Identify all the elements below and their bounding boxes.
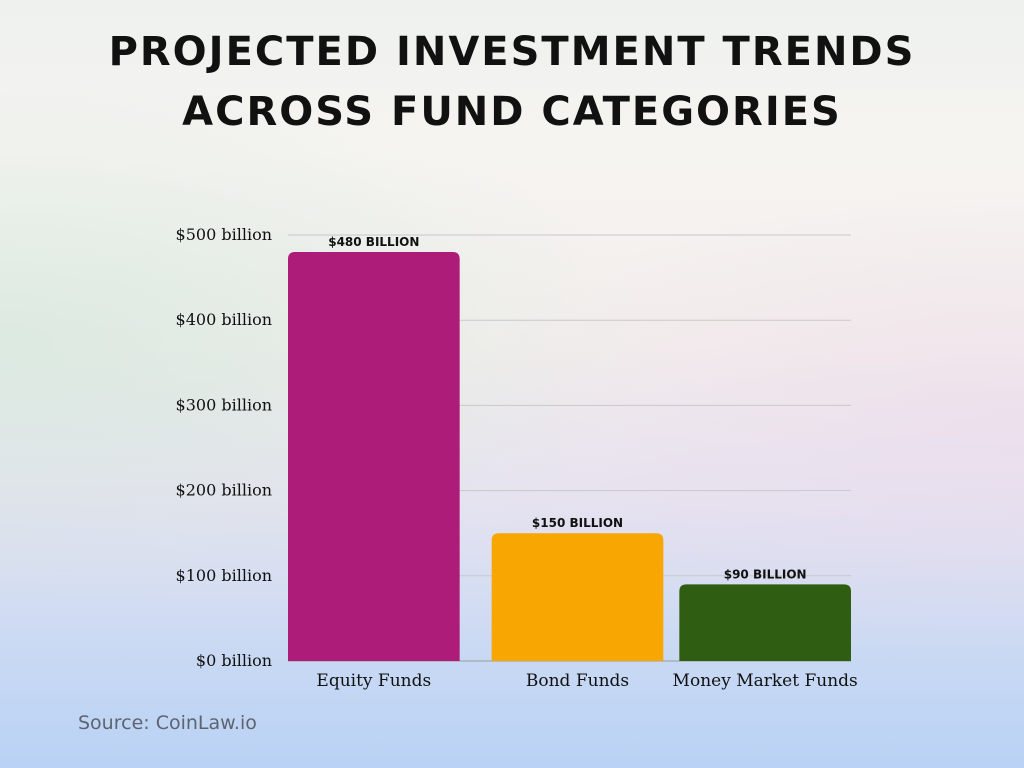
bar: [288, 252, 460, 662]
data-label: $150 BILLION: [532, 516, 623, 530]
data-label: $90 BILLION: [724, 567, 807, 581]
y-tick-label: $500 billion: [176, 225, 272, 244]
y-tick-label: $400 billion: [176, 310, 272, 329]
x-tick-label: Money Market Funds: [673, 671, 858, 691]
chart-title: Projected Investment Trends Across Fund …: [108, 29, 916, 135]
y-tick-label: $200 billion: [176, 481, 272, 500]
bar: [679, 584, 851, 661]
bar: [491, 533, 664, 661]
y-tick-label: $0 billion: [196, 651, 272, 670]
source-note: Source: CoinLaw.io: [78, 712, 257, 734]
data-label: $480 BILLION: [328, 235, 419, 249]
y-tick-label: $100 billion: [176, 566, 272, 585]
y-tick-label: $300 billion: [176, 395, 272, 414]
x-tick-label: Equity Funds: [316, 671, 431, 691]
x-tick-label: Bond Funds: [526, 671, 629, 691]
